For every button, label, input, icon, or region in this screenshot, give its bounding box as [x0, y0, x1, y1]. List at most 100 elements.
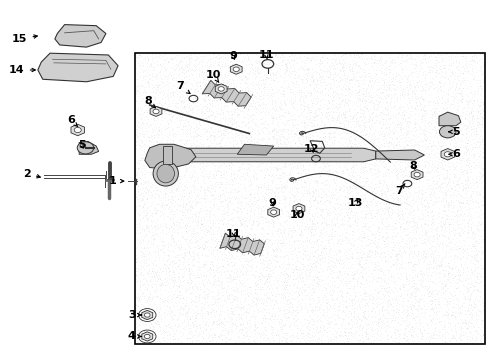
Point — [195, 284, 203, 290]
Point — [415, 272, 423, 278]
Point — [452, 215, 460, 220]
Point — [282, 66, 289, 72]
Point — [273, 90, 281, 95]
Point — [382, 124, 389, 130]
Point — [340, 274, 348, 279]
Point — [164, 178, 172, 184]
Point — [341, 114, 349, 120]
Point — [384, 103, 391, 109]
Point — [305, 142, 313, 148]
Point — [182, 235, 190, 241]
Point — [330, 147, 338, 153]
Point — [304, 329, 312, 334]
Point — [217, 75, 225, 81]
Point — [436, 134, 444, 140]
Point — [230, 61, 238, 67]
Point — [324, 134, 331, 140]
Point — [373, 301, 381, 306]
Point — [196, 325, 203, 331]
Point — [252, 240, 260, 246]
Point — [425, 80, 433, 86]
Point — [411, 281, 419, 287]
Point — [214, 59, 222, 65]
Point — [337, 261, 345, 266]
Point — [206, 327, 214, 333]
Point — [260, 296, 268, 302]
Point — [186, 315, 194, 321]
Point — [369, 185, 377, 190]
Point — [199, 246, 207, 251]
Point — [444, 133, 451, 139]
Point — [419, 249, 427, 255]
Point — [233, 152, 241, 157]
Point — [221, 197, 228, 203]
Point — [437, 288, 445, 293]
Point — [329, 105, 337, 111]
Point — [296, 141, 304, 147]
Point — [178, 203, 185, 209]
Point — [147, 71, 155, 77]
Point — [325, 338, 333, 344]
Point — [149, 159, 157, 165]
Point — [222, 176, 229, 182]
Point — [362, 145, 369, 151]
Point — [151, 319, 159, 324]
Point — [380, 164, 387, 170]
Point — [289, 237, 297, 242]
Point — [336, 159, 344, 165]
Point — [166, 154, 174, 159]
Point — [367, 123, 375, 129]
Point — [271, 165, 279, 170]
Point — [424, 330, 431, 336]
Point — [343, 148, 351, 154]
Point — [243, 222, 250, 228]
Point — [323, 160, 331, 166]
Point — [445, 86, 452, 91]
Point — [262, 255, 269, 260]
Point — [398, 216, 406, 221]
Point — [306, 190, 314, 196]
Point — [269, 335, 277, 341]
Point — [298, 73, 305, 79]
Point — [349, 276, 357, 282]
Point — [416, 95, 424, 100]
Point — [243, 170, 250, 176]
Point — [368, 295, 376, 301]
Point — [310, 89, 318, 94]
Point — [410, 83, 418, 89]
Point — [385, 187, 393, 193]
Point — [146, 313, 154, 319]
Point — [274, 113, 282, 119]
Point — [329, 214, 337, 220]
Point — [165, 124, 173, 130]
Point — [369, 130, 377, 136]
Point — [433, 89, 441, 95]
Point — [438, 128, 446, 134]
Point — [236, 305, 244, 311]
Point — [198, 54, 206, 60]
Point — [238, 222, 246, 228]
Point — [164, 330, 172, 336]
Point — [420, 221, 427, 227]
Point — [414, 78, 422, 84]
Point — [174, 237, 182, 243]
Point — [306, 57, 314, 63]
Point — [160, 154, 168, 160]
Point — [375, 89, 383, 95]
Point — [402, 274, 409, 280]
Point — [333, 169, 341, 175]
Point — [416, 292, 424, 298]
Point — [329, 302, 337, 308]
Point — [444, 176, 452, 182]
Point — [456, 150, 464, 156]
Point — [305, 55, 312, 61]
Point — [236, 144, 244, 149]
Point — [295, 75, 303, 80]
Point — [279, 228, 287, 234]
Point — [172, 75, 180, 80]
Point — [310, 285, 318, 291]
Point — [239, 234, 247, 240]
Point — [175, 176, 183, 182]
Point — [195, 310, 203, 316]
Point — [359, 182, 366, 188]
